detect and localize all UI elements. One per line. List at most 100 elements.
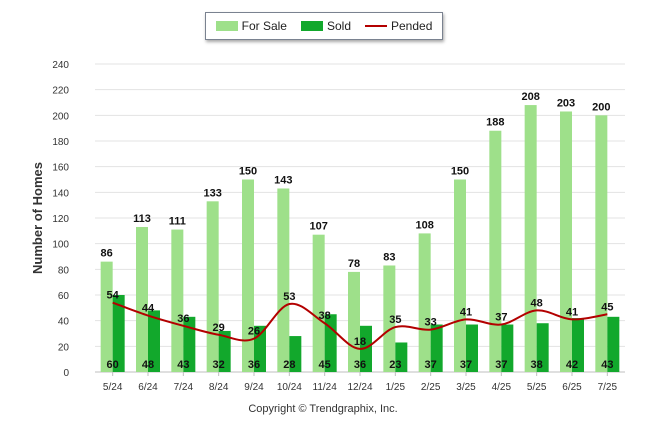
x-tick-label: 6/24 xyxy=(138,382,158,393)
data-label-pended: 48 xyxy=(531,297,543,309)
data-label-pended: 33 xyxy=(425,317,437,329)
bar-sold[interactable] xyxy=(289,336,302,372)
legend-swatch-for-sale xyxy=(215,21,238,31)
bar-for-sale[interactable] xyxy=(242,179,254,373)
legend-label-pended: Pended xyxy=(391,19,433,33)
line-pended[interactable] xyxy=(112,301,608,350)
legend-item-sold[interactable]: Sold xyxy=(300,19,351,33)
bar-for-sale[interactable] xyxy=(418,233,431,372)
data-label-pended: 35 xyxy=(389,314,401,326)
data-label-pended: 54 xyxy=(107,290,120,302)
bar-for-sale[interactable] xyxy=(560,111,572,372)
bar-for-sale[interactable] xyxy=(277,188,290,372)
bar-for-sale[interactable] xyxy=(383,265,396,372)
data-label-sold: 37 xyxy=(460,359,472,371)
x-tick-label: 9/24 xyxy=(244,382,264,393)
bar-sold[interactable] xyxy=(572,318,584,372)
y-tick-label: 60 xyxy=(58,291,70,302)
data-label-sold: 32 xyxy=(213,359,225,371)
data-label-pended: 26 xyxy=(248,326,260,338)
y-tick-label: 120 xyxy=(52,214,69,225)
y-tick-label: 80 xyxy=(58,265,70,276)
bar-sold[interactable] xyxy=(607,316,620,372)
data-label-sold: 48 xyxy=(142,359,154,371)
y-tick-label: 240 xyxy=(52,60,69,71)
x-tick-label: 8/24 xyxy=(209,382,229,393)
y-tick-label: 100 xyxy=(52,240,69,251)
data-label-for-sale: 111 xyxy=(169,216,186,228)
legend-item-pended[interactable]: Pended xyxy=(365,19,432,33)
x-tick-label: 5/25 xyxy=(527,382,547,393)
data-label-sold: 42 xyxy=(566,359,578,371)
y-tick-label: 200 xyxy=(52,111,69,122)
data-label-pended: 41 xyxy=(460,306,472,318)
data-label-pended: 41 xyxy=(566,306,578,318)
y-tick-label: 220 xyxy=(52,86,69,97)
x-tick-label: 6/25 xyxy=(562,382,582,393)
bar-for-sale[interactable] xyxy=(489,130,502,372)
data-label-sold: 45 xyxy=(319,359,331,371)
data-label-sold: 60 xyxy=(107,359,119,371)
data-label-for-sale: 107 xyxy=(309,221,327,233)
bar-for-sale[interactable] xyxy=(171,229,184,372)
data-label-pended: 44 xyxy=(142,303,155,315)
y-tick-label: 40 xyxy=(58,317,70,328)
data-label-sold: 37 xyxy=(425,359,437,371)
data-label-pended: 53 xyxy=(283,291,295,303)
y-tick-label: 0 xyxy=(63,368,69,379)
legend-item-for-sale[interactable]: For Sale xyxy=(215,19,287,33)
y-tick-label: 180 xyxy=(52,137,69,148)
bar-sold[interactable] xyxy=(430,324,443,372)
data-label-for-sale: 78 xyxy=(348,258,360,270)
data-label-for-sale: 150 xyxy=(451,166,469,178)
data-label-for-sale: 133 xyxy=(203,187,221,199)
bar-for-sale[interactable] xyxy=(348,271,360,372)
bar-sold[interactable] xyxy=(148,310,160,372)
data-label-sold: 36 xyxy=(248,359,260,371)
bar-for-sale[interactable] xyxy=(206,201,219,372)
bar-for-sale[interactable] xyxy=(454,179,466,373)
data-label-pended: 29 xyxy=(213,322,225,334)
bar-sold[interactable] xyxy=(112,295,125,372)
bar-sold[interactable] xyxy=(536,323,549,372)
x-tick-label: 7/25 xyxy=(598,382,618,393)
bar-sold[interactable] xyxy=(395,342,408,372)
data-label-for-sale: 203 xyxy=(557,97,575,109)
data-label-for-sale: 200 xyxy=(592,101,610,113)
data-label-sold: 36 xyxy=(354,359,366,371)
legend: For Sale Sold Pended xyxy=(205,12,443,40)
bar-sold[interactable] xyxy=(466,324,478,372)
bar-sold[interactable] xyxy=(360,325,372,372)
data-label-sold: 28 xyxy=(283,359,295,371)
copyright-text: Copyright © Trendgraphix, Inc. xyxy=(248,403,398,415)
bar-for-sale[interactable] xyxy=(595,115,608,372)
data-label-pended: 37 xyxy=(495,312,507,324)
data-label-pended: 45 xyxy=(601,301,613,313)
data-label-pended: 36 xyxy=(177,313,189,325)
bar-sold[interactable] xyxy=(324,314,337,372)
bar-for-sale[interactable] xyxy=(524,105,537,373)
y-tick-label: 160 xyxy=(52,163,69,174)
bar-for-sale[interactable] xyxy=(136,226,148,372)
y-axis-title: Number of Homes xyxy=(30,162,45,274)
data-label-pended: 18 xyxy=(354,336,366,348)
bar-sold[interactable] xyxy=(218,330,231,372)
bar-sold[interactable] xyxy=(183,316,196,372)
bar-for-sale[interactable] xyxy=(100,261,113,372)
x-tick-label: 12/24 xyxy=(347,382,372,393)
x-tick-label: 5/24 xyxy=(103,382,123,393)
y-tick-label: 140 xyxy=(52,188,69,199)
bar-for-sale[interactable] xyxy=(312,234,325,372)
data-label-sold: 38 xyxy=(531,359,543,371)
y-tick-label: 20 xyxy=(58,342,70,353)
data-label-sold: 37 xyxy=(495,359,507,371)
x-tick-label: 7/24 xyxy=(174,382,194,393)
bar-sold[interactable] xyxy=(501,324,514,372)
legend-swatch-pended xyxy=(365,25,387,27)
data-label-for-sale: 188 xyxy=(486,117,504,129)
x-tick-label: 11/24 xyxy=(313,382,338,393)
data-label-for-sale: 143 xyxy=(274,174,292,186)
data-label-for-sale: 113 xyxy=(133,213,151,225)
